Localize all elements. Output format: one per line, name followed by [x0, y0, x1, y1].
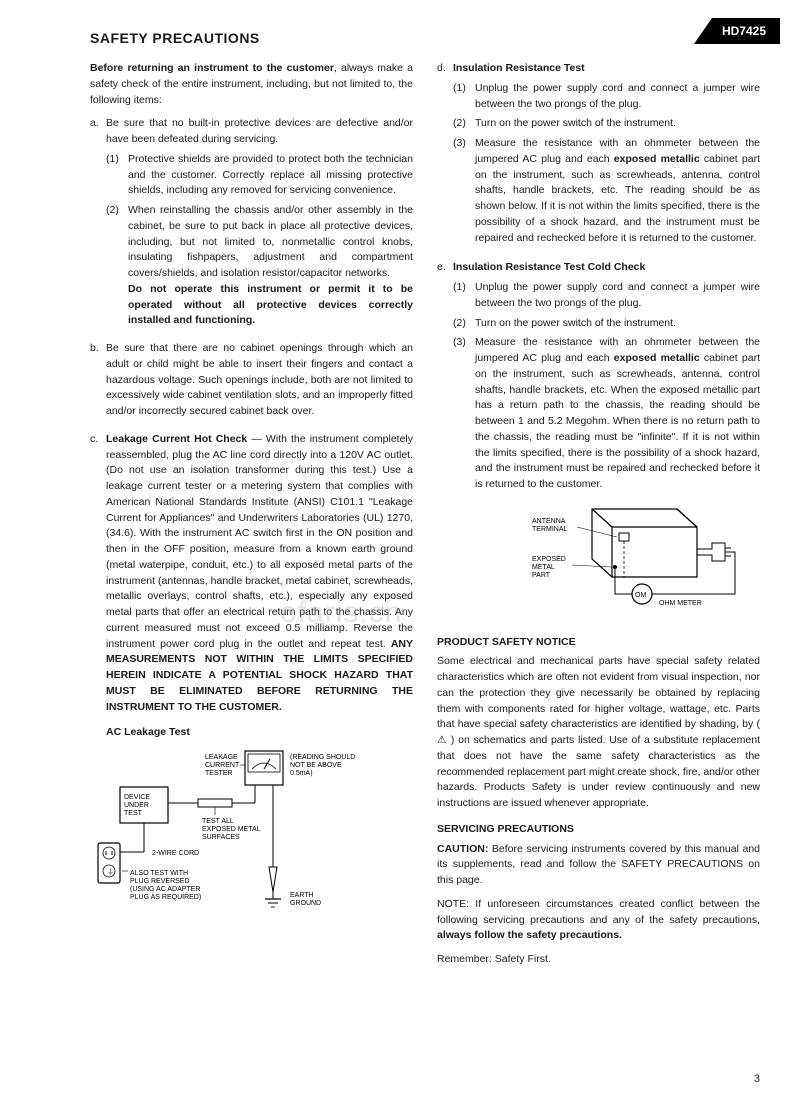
item-d-1: (1) Unplug the power supply cord and con…	[453, 81, 760, 113]
item-b: b. Be sure that there are no cabinet ope…	[90, 341, 413, 420]
item-a: a. Be sure that no built-in protective d…	[90, 116, 413, 148]
item-e-title: Insulation Resistance Test Cold Check	[453, 260, 760, 276]
marker-d: d.	[437, 61, 453, 77]
marker-e3: (3)	[453, 335, 475, 493]
marker-a2: (2)	[106, 203, 128, 329]
item-a2-body: When reinstalling the chassis and/or oth…	[128, 203, 413, 329]
marker-e: e.	[437, 260, 453, 276]
item-a-1: (1) Protective shields are provided to p…	[106, 152, 413, 199]
label-reading: (READING SHOULDNOT BE ABOVE0.5mA)	[290, 754, 355, 777]
marker-d3: (3)	[453, 136, 475, 246]
item-e2-body: Turn on the power switch of the instrume…	[475, 316, 760, 332]
left-column: Before returning an instrument to the cu…	[90, 61, 413, 976]
ac-leakage-title: AC Leakage Test	[106, 725, 413, 741]
note-text: NOTE: If unforeseen circumstances create…	[437, 898, 760, 926]
marker-a1: (1)	[106, 152, 128, 199]
item-a-body: Be sure that no built-in protective devi…	[106, 116, 413, 148]
intro-lead: Before returning an instrument to the cu…	[90, 62, 334, 74]
item-d1-body: Unplug the power supply cord and connect…	[475, 81, 760, 113]
item-d3-body: Measure the resistance with an ohmmeter …	[475, 136, 760, 246]
model-number-tag: HD7425	[694, 18, 780, 44]
item-d3-b: cabinet part on the instrument, such as …	[475, 153, 760, 244]
marker-d2: (2)	[453, 116, 475, 132]
item-c: c. Leakage Current Hot Check — With the …	[90, 432, 413, 716]
item-d-3: (3) Measure the resistance with an ohmme…	[453, 136, 760, 246]
marker-e2: (2)	[453, 316, 475, 332]
marker-b: b.	[90, 341, 106, 420]
item-e3-bold: exposed metallic	[614, 352, 700, 364]
item-d: d. Insulation Resistance Test	[437, 61, 760, 77]
item-a2-bold: Do not operate this instrument or permit…	[128, 283, 413, 327]
ohm-diagram: ANTENNATERMINAL EXPOSEDMETALPART OM OHM …	[477, 499, 760, 625]
servicing-caution: CAUTION: Before servicing instruments co…	[437, 842, 760, 889]
right-column: d. Insulation Resistance Test (1) Unplug…	[437, 61, 760, 976]
label-ohm: OHM METER	[659, 600, 702, 607]
label-exposed: EXPOSEDMETALPART	[532, 556, 566, 579]
label-earth: EARTHGROUND	[290, 892, 321, 907]
marker-c: c.	[90, 432, 106, 716]
item-e3-b: cabinet part on the instrument, such as …	[475, 352, 760, 490]
item-a-2: (2) When reinstalling the chassis and/or…	[106, 203, 413, 329]
label-antenna: ANTENNATERMINAL	[532, 518, 568, 533]
page-number: 3	[754, 1071, 760, 1088]
item-e3-body: Measure the resistance with an ohmmeter …	[475, 335, 760, 493]
label-device: DEVICEUNDERTEST	[124, 794, 150, 817]
item-e-2: (2) Turn on the power switch of the inst…	[453, 316, 760, 332]
product-safety-title: PRODUCT SAFETY NOTICE	[437, 635, 760, 651]
intro-paragraph: Before returning an instrument to the cu…	[90, 61, 413, 108]
caution-lead: CAUTION:	[437, 843, 488, 855]
marker-d1: (1)	[453, 81, 475, 113]
item-e1-body: Unplug the power supply cord and connect…	[475, 280, 760, 312]
item-d2-body: Turn on the power switch of the instrume…	[475, 116, 760, 132]
item-a1-body: Protective shields are provided to prote…	[128, 152, 413, 199]
label-cord: 2-WIRE CORD	[152, 850, 199, 857]
item-d-title: Insulation Resistance Test	[453, 61, 760, 77]
product-safety-text: Some electrical and mechanical parts hav…	[437, 654, 760, 812]
note-bold: always follow the safety precautions.	[437, 929, 622, 941]
marker-e1: (1)	[453, 280, 475, 312]
remember-text: Remember: Safety First.	[437, 952, 760, 968]
servicing-title: SERVICING PRECAUTIONS	[437, 822, 760, 838]
item-a2-text: When reinstalling the chassis and/or oth…	[128, 204, 413, 279]
item-e-3: (3) Measure the resistance with an ohmme…	[453, 335, 760, 493]
item-c-lead: Leakage Current Hot Check	[106, 433, 247, 445]
label-also: ALSO TEST WITHPLUG REVERSED(USING AC ADA…	[130, 870, 201, 901]
item-e: e. Insulation Resistance Test Cold Check	[437, 260, 760, 276]
page-title: SAFETY PRECAUTIONS	[90, 28, 760, 49]
item-e-1: (1) Unplug the power supply cord and con…	[453, 280, 760, 312]
ac-leakage-diagram: LEAKAGECURRENTTESTER (READING SHOULDNOT …	[90, 747, 413, 923]
marker-a: a.	[90, 116, 106, 148]
item-b-body: Be sure that there are no cabinet openin…	[106, 341, 413, 420]
svg-text:⏚: ⏚	[107, 868, 114, 876]
item-c-body: Leakage Current Hot Check — With the ins…	[106, 432, 413, 716]
item-d-2: (2) Turn on the power switch of the inst…	[453, 116, 760, 132]
servicing-note: NOTE: If unforeseen circumstances create…	[437, 897, 760, 944]
svg-text:OM: OM	[635, 592, 646, 599]
item-c-rest: — With the instrument completely reassem…	[106, 433, 413, 650]
item-d3-bold: exposed metallic	[614, 153, 700, 165]
label-tester: LEAKAGECURRENTTESTER	[205, 754, 240, 777]
label-surfaces: TEST ALLEXPOSED METALSURFACES	[202, 818, 261, 841]
